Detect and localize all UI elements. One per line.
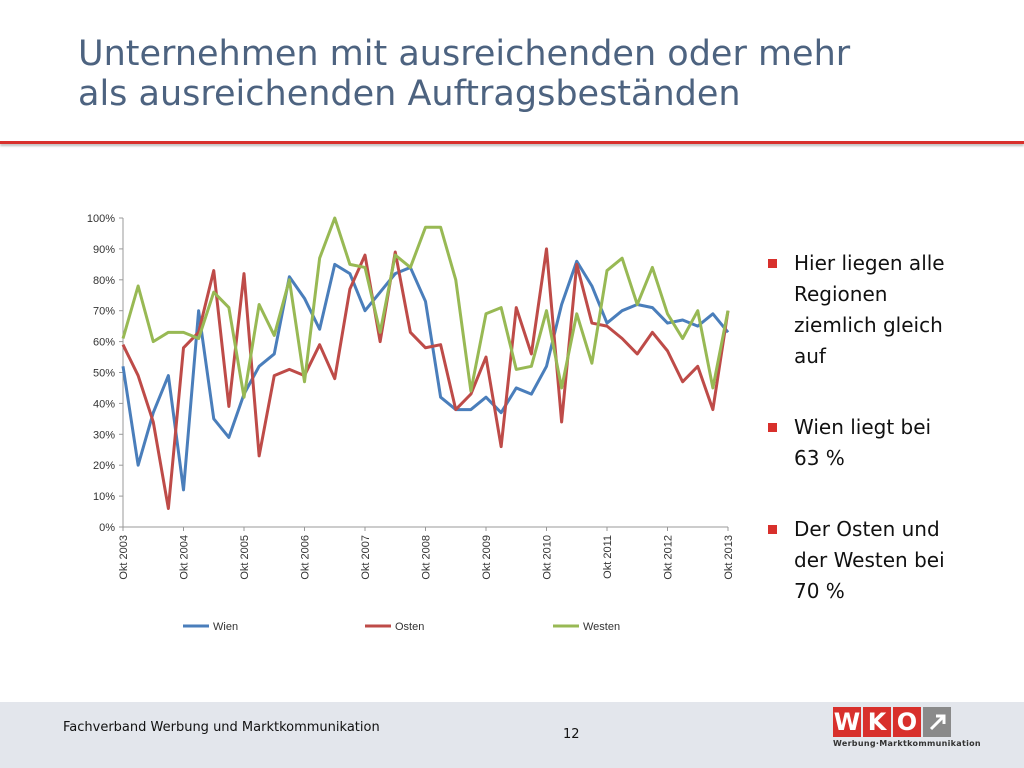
x-tick-label: Okt 2004 — [179, 535, 191, 580]
y-tick-label: 100% — [87, 213, 115, 225]
y-tick-label: 10% — [93, 491, 115, 503]
x-tick-label: Okt 2006 — [300, 535, 312, 580]
bullet: Der Osten und der Westen bei 70 % — [768, 514, 958, 607]
legend-label: Westen — [583, 621, 620, 633]
title-line: Unternehmen mit ausreichenden oder mehr — [78, 34, 851, 74]
footer-text: Fachverband Werbung und Marktkommunikati… — [63, 720, 380, 735]
title-line: als ausreichenden Auftragsbeständen — [78, 74, 741, 114]
x-tick-label: Okt 2008 — [421, 535, 433, 580]
series-line — [121, 247, 730, 510]
y-tick-label: 70% — [93, 306, 115, 318]
y-tick-label: 60% — [93, 337, 115, 349]
x-tick-label: Okt 2013 — [723, 535, 735, 580]
x-tick-label: Okt 2005 — [239, 535, 251, 580]
x-tick-label: Okt 2010 — [542, 535, 554, 580]
page-number: 12 — [563, 727, 580, 742]
series-line — [121, 216, 730, 399]
chart: 0% 10% 20% 30% 40% 50% 60% 70% 80% 90% 100% Okt 200… — [87, 213, 735, 633]
logo-letter: O — [893, 707, 921, 737]
y-tick-label: 90% — [93, 244, 115, 256]
series-line — [121, 259, 730, 492]
y-tick-label: 0% — [99, 522, 115, 534]
logo-letter: K — [863, 707, 891, 737]
y-tick-label: 80% — [93, 275, 115, 287]
y-tick-label: 30% — [93, 429, 115, 441]
title-rule — [0, 141, 1024, 144]
bullet: Hier liegen alle Regionen ziemlich gleic… — [768, 248, 958, 372]
legend-label: Wien — [213, 621, 238, 633]
logo-letter: W — [833, 707, 861, 737]
legend-label: Osten — [395, 621, 424, 633]
title: Unternehmen mit ausreichenden oder mehr … — [78, 34, 850, 114]
x-tick-label: Okt 2011 — [602, 535, 614, 579]
bullet-list: Hier liegen alle Regionen ziemlich gleic… — [768, 248, 958, 647]
x-tick-label: Okt 2007 — [360, 535, 372, 580]
logo-tagline: Werbung·Marktkommunikation — [833, 739, 981, 748]
logo-arrow — [923, 707, 951, 737]
x-tick-label: Okt 2012 — [663, 535, 675, 580]
x-tick-label: Okt 2009 — [481, 535, 493, 580]
y-tick-label: 40% — [93, 398, 115, 410]
y-tick-label: 50% — [93, 368, 115, 380]
y-tick-label: 20% — [93, 460, 115, 472]
x-tick-label: Okt 2003 — [118, 535, 130, 580]
bullet: Wien liegt bei 63 % — [768, 412, 958, 474]
